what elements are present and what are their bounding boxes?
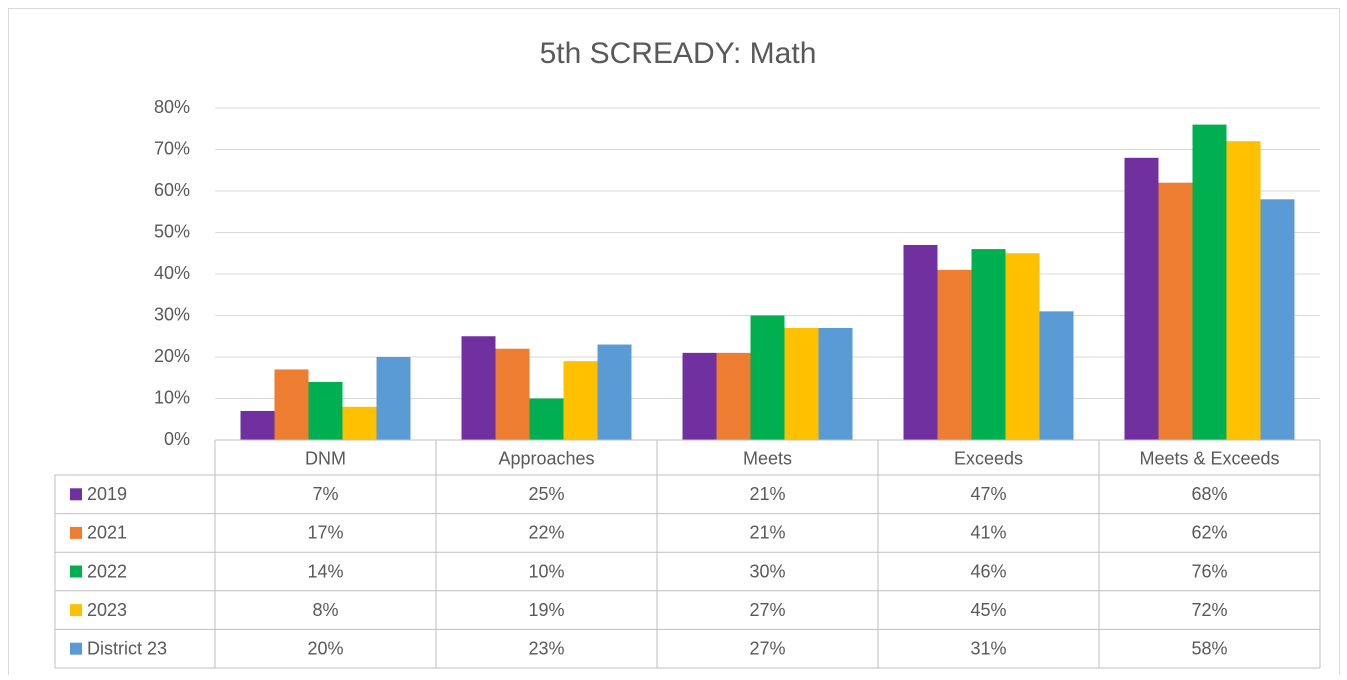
- table-value: 10%: [528, 561, 564, 581]
- table-value: 21%: [749, 484, 785, 504]
- bar: [818, 327, 853, 440]
- y-tick-label: 80%: [154, 97, 190, 117]
- bar: [682, 352, 717, 440]
- chart-title: 5th SCREADY: Math: [540, 37, 817, 70]
- table-value: 31%: [970, 638, 1006, 658]
- bar: [597, 344, 632, 440]
- table-value: 17%: [307, 523, 343, 543]
- table-value: 19%: [528, 600, 564, 620]
- bar: [274, 369, 309, 440]
- table-value: 58%: [1191, 638, 1227, 658]
- legend-swatch: [70, 488, 82, 501]
- table-value: 14%: [307, 561, 343, 581]
- x-tick-label: Exceeds: [954, 448, 1023, 468]
- bar: [716, 352, 751, 440]
- legend-swatch: [70, 526, 82, 539]
- table-value: 22%: [528, 523, 564, 543]
- bar: [1005, 253, 1040, 440]
- table-value: 30%: [749, 561, 785, 581]
- x-tick-label: Approaches: [498, 448, 594, 468]
- table-value: 21%: [749, 523, 785, 543]
- table-value: 25%: [528, 484, 564, 504]
- table-value: 23%: [528, 638, 564, 658]
- bar: [1124, 157, 1159, 441]
- table-value: 20%: [307, 638, 343, 658]
- y-tick-label: 0%: [164, 429, 190, 449]
- table-value: 72%: [1191, 600, 1227, 620]
- bar: [937, 269, 972, 440]
- y-tick-label: 60%: [154, 180, 190, 200]
- chart-frame: [8, 8, 1340, 680]
- bar: [529, 398, 564, 440]
- y-tick-label: 50%: [154, 221, 190, 241]
- bar: [495, 348, 530, 440]
- bar: [903, 244, 938, 440]
- bar: [750, 315, 785, 440]
- y-tick-label: 20%: [154, 346, 190, 366]
- y-tick-label: 70%: [154, 138, 190, 158]
- bar: [240, 410, 275, 440]
- legend-label: 2023: [87, 600, 127, 620]
- table-value: 8%: [312, 600, 338, 620]
- legend-swatch: [70, 604, 82, 617]
- bar: [971, 249, 1006, 440]
- table-value: 27%: [749, 638, 785, 658]
- x-tick-label: DNM: [305, 448, 346, 468]
- table-value: 68%: [1191, 484, 1227, 504]
- bar: [376, 357, 411, 440]
- table-value: 45%: [970, 600, 1006, 620]
- bar: [1260, 199, 1295, 440]
- bar: [1192, 124, 1227, 440]
- table-value: 27%: [749, 600, 785, 620]
- x-tick-label: Meets & Exceeds: [1139, 448, 1279, 468]
- table-value: 7%: [312, 484, 338, 504]
- table-value: 41%: [970, 523, 1006, 543]
- bar: [1039, 311, 1074, 440]
- legend-swatch: [70, 642, 82, 655]
- table-value: 62%: [1191, 523, 1227, 543]
- table-value: 47%: [970, 484, 1006, 504]
- legend-label: District 23: [87, 638, 167, 658]
- legend-label: 2021: [87, 523, 127, 543]
- y-tick-label: 30%: [154, 304, 190, 324]
- bar: [461, 336, 496, 440]
- bar: [342, 406, 377, 440]
- table-value: 46%: [970, 561, 1006, 581]
- legend-swatch: [70, 565, 82, 578]
- y-tick-label: 40%: [154, 263, 190, 283]
- bar: [563, 361, 598, 440]
- y-tick-label: 10%: [154, 387, 190, 407]
- legend-label: 2022: [87, 561, 127, 581]
- x-tick-label: Meets: [743, 448, 792, 468]
- legend-label: 2019: [87, 484, 127, 504]
- bar: [1158, 182, 1193, 440]
- bar: [784, 327, 819, 440]
- bar: [308, 381, 343, 440]
- table-value: 76%: [1191, 561, 1227, 581]
- bar: [1226, 141, 1261, 440]
